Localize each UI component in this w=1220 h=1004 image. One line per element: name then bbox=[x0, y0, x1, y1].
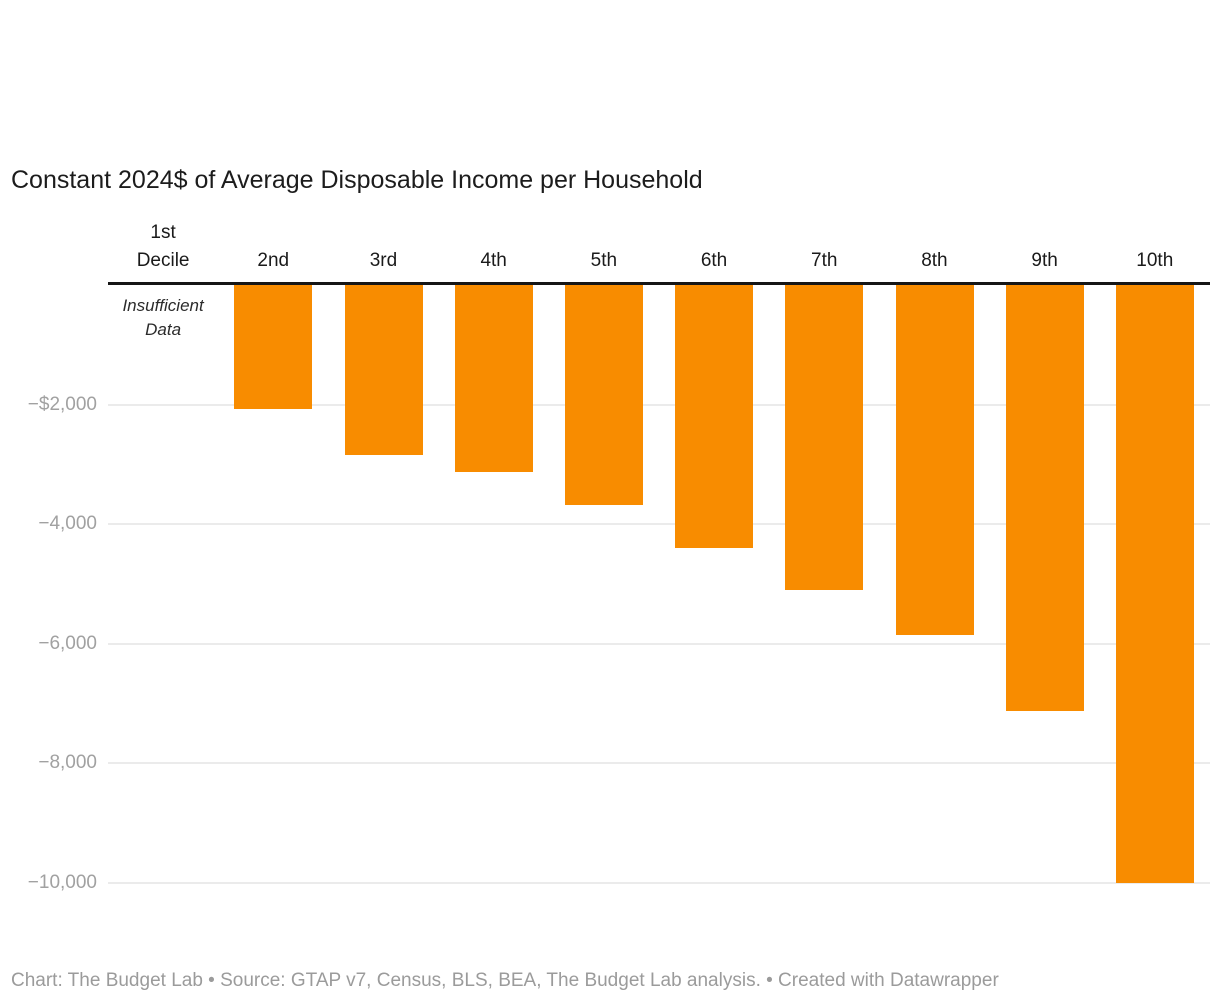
gridline bbox=[108, 882, 1210, 884]
bar-5th bbox=[564, 285, 643, 506]
bar-6th bbox=[675, 285, 754, 549]
column-label-9: 9th bbox=[1031, 250, 1058, 271]
column-label-7: 7th bbox=[811, 250, 838, 271]
y-tick-label: −6,000 bbox=[38, 632, 97, 654]
column-label-2: 2nd bbox=[257, 250, 290, 271]
gridline bbox=[108, 642, 1210, 645]
bar-3rd bbox=[344, 285, 423, 455]
gridline bbox=[108, 523, 1210, 526]
insufficient-data-note: Insufficient Data bbox=[122, 296, 204, 339]
bar-2nd bbox=[234, 285, 313, 410]
bar-4th bbox=[454, 285, 533, 473]
column-label-4: 4th bbox=[480, 250, 507, 271]
attribution-footer: Chart: The Budget Lab • Source: GTAP v7,… bbox=[11, 970, 999, 991]
y-tick-label: −4,000 bbox=[38, 513, 97, 535]
y-tick-label: −10,000 bbox=[27, 872, 97, 893]
gridline bbox=[108, 762, 1210, 765]
column-label-1: 1st Decile bbox=[136, 222, 190, 271]
bar-10th bbox=[1115, 285, 1194, 883]
y-tick-label: −$2,000 bbox=[27, 393, 97, 415]
y-tick-label: −8,000 bbox=[38, 752, 97, 774]
bar-8th bbox=[895, 285, 974, 635]
zero-baseline bbox=[108, 282, 1210, 285]
gridline bbox=[108, 403, 1210, 406]
column-label-6: 6th bbox=[700, 250, 728, 271]
column-label-10: 10th bbox=[1136, 250, 1174, 271]
bar-7th bbox=[785, 285, 864, 590]
bar-9th bbox=[1005, 285, 1084, 712]
column-headers: 1st Decile 2nd 3rd 4th 5th 6th 7th 8th 9th 10th bbox=[108, 210, 1210, 275]
column-label-3: 3rd bbox=[369, 250, 398, 271]
column-label-8: 8th bbox=[921, 250, 948, 271]
column-label-5: 5th bbox=[590, 250, 618, 271]
chart-title: Constant 2024$ of Average Disposable Inc… bbox=[11, 166, 703, 194]
plot-area: Insufficient Data bbox=[108, 285, 1210, 905]
